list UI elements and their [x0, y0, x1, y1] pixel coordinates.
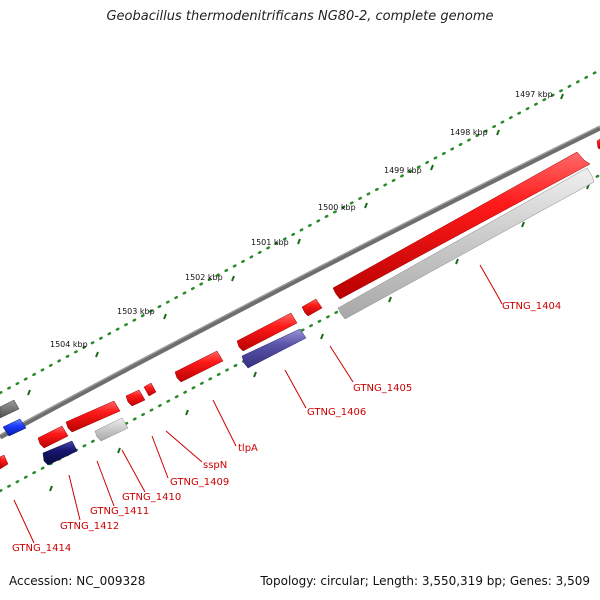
kbp-label-1498: 1498 kbp [450, 128, 488, 137]
gene-sspN[interactable] [143, 382, 157, 397]
gene-GTNG_1406[interactable] [241, 328, 307, 369]
forward-genes [0, 138, 600, 470]
gene-GTNG_1411[interactable] [94, 417, 129, 442]
kbp-label-1503: 1503 kbp [117, 307, 155, 316]
gene-GTNG_1404[interactable] [332, 151, 591, 300]
gene-GTNG_1406-fwd[interactable] [236, 312, 298, 352]
gene-label-GTNG_1409: GTNG_1409 [170, 477, 229, 488]
kbp-label-1502: 1502 kbp [185, 273, 223, 282]
gene-tlpA[interactable] [174, 350, 224, 383]
inner-major-ticks [49, 183, 590, 492]
gene-label-GTNG_1411: GTNG_1411 [90, 506, 149, 517]
gene-GTNG_1411-fwd[interactable] [37, 425, 69, 449]
gene-GTNG_1404-rev[interactable] [337, 167, 595, 320]
gene-leader-lines [13, 264, 503, 544]
outer-major-ticks [27, 93, 564, 396]
gene-GTNG_1409[interactable] [125, 389, 146, 407]
topology-label: Topology: circular; Length: 3,550,319 bp… [260, 574, 590, 588]
gene-dark-left[interactable] [0, 399, 20, 419]
gene-edge-left[interactable] [0, 454, 9, 470]
gene-GTNG_1412[interactable] [42, 440, 78, 466]
gene-label-GTNG_1404: GTNG_1404 [502, 301, 561, 312]
gene-blue-left[interactable] [2, 418, 27, 437]
gene-label-tlpA: tlpA [238, 443, 258, 454]
gene-GTNG_1410[interactable] [65, 400, 121, 433]
outer-scale-dots [0, 68, 600, 395]
gene-label-GTNG_1414: GTNG_1414 [12, 543, 71, 554]
gene-label-sspN: sspN [203, 460, 227, 471]
accession-label: Accession: NC_009328 [9, 574, 146, 588]
gene-label-GTNG_1410: GTNG_1410 [122, 492, 181, 503]
gene-label-GTNG_1406: GTNG_1406 [307, 407, 366, 418]
gene-label-GTNG_1405: GTNG_1405 [353, 383, 412, 394]
gene-edge-right[interactable] [596, 138, 600, 150]
kbp-label-1497: 1497 kbp [515, 90, 553, 99]
kbp-label-1500: 1500 kbp [318, 203, 356, 212]
kbp-label-1501: 1501 kbp [251, 238, 289, 247]
gene-GTNG_1405[interactable] [301, 298, 323, 317]
reverse-genes [0, 167, 595, 466]
kbp-label-1504: 1504 kbp [50, 340, 88, 349]
genome-backbone [0, 125, 600, 440]
gene-label-GTNG_1412: GTNG_1412 [60, 521, 119, 532]
map-title: Geobacillus thermodenitrificans NG80-2, … [106, 9, 494, 24]
kbp-label-1499: 1499 kbp [384, 166, 422, 175]
